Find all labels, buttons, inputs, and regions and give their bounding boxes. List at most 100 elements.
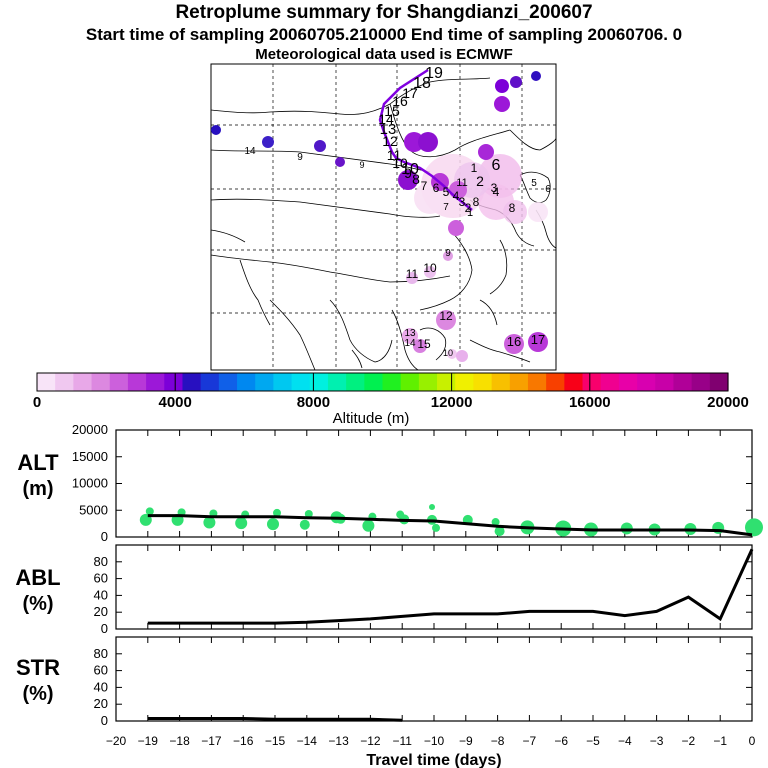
plume-day-label-5: 5	[443, 185, 450, 199]
plume-day-label-12: 12	[382, 133, 398, 149]
abl-ytick-label-4: 80	[94, 554, 108, 569]
colorbar-segment-22	[437, 373, 456, 391]
abl-series-line	[147, 548, 754, 625]
map-cluster-7	[494, 96, 510, 112]
map-cluster-label-24: 17	[531, 332, 545, 347]
alt-cluster-point-6	[235, 517, 248, 530]
alt-cluster-point-4	[203, 516, 216, 529]
colorbar-segment-7	[164, 373, 184, 391]
colorbar-segment-0	[37, 373, 56, 391]
plume-day-label-3: 3	[459, 195, 466, 209]
map-cluster-label-23: 16	[507, 334, 521, 349]
colorbar-segment-21	[418, 373, 438, 391]
colorbar-segment-20	[400, 373, 420, 391]
plume-day-label-9: 9	[404, 165, 412, 181]
map-cluster-0	[211, 125, 221, 135]
colorbar-segment-11	[237, 373, 256, 391]
plume-day-label-10: 10	[392, 155, 408, 171]
plume-day-label-7: 7	[421, 179, 428, 193]
colorbar-segment-17	[346, 373, 365, 391]
colorbar-segment-4	[109, 373, 129, 391]
alt-ytick-label-0: 0	[101, 529, 108, 544]
colorbar-segment-27	[527, 373, 547, 391]
map-cluster-label-17: 11	[456, 177, 467, 189]
colorbar-segment-24	[473, 373, 493, 391]
abl-ytick-label-0: 0	[101, 621, 108, 636]
colorbar-segment-8	[182, 373, 202, 391]
xtick-label-1: −19	[138, 734, 159, 748]
map-cluster-16	[406, 272, 418, 284]
xtick-label-16: −4	[618, 734, 632, 748]
plume-day-label-13: 13	[380, 121, 397, 138]
xtick-label-11: −9	[459, 734, 473, 748]
colorbar-segment-36	[691, 373, 711, 391]
alt-cluster-point-9	[273, 508, 281, 517]
alt-cluster-point-22	[491, 518, 500, 527]
map-cluster-11	[398, 170, 418, 190]
abl-ytick-label-2: 40	[94, 587, 108, 602]
xtick-label-19: −1	[713, 734, 727, 748]
colorbar-segment-6	[146, 373, 165, 391]
map-cluster-label-11: 9	[297, 152, 303, 163]
xtick-label-2: −18	[169, 734, 190, 748]
colorbar-segment-28	[546, 373, 565, 391]
map-cluster-1	[262, 136, 274, 148]
colorbar-tick-label-0: 0	[33, 394, 41, 411]
alt-label-unit: (m)	[22, 478, 53, 500]
colorbar-axis-label: Altitude (m)	[333, 410, 410, 427]
map-cluster-label-22: 15	[417, 337, 431, 351]
map-cluster-label-8: 8	[509, 201, 516, 215]
xtick-label-18: −2	[682, 734, 696, 748]
xtick-label-10: −10	[424, 734, 445, 748]
plume-day-label-6: 6	[433, 181, 440, 195]
colorbar-segment-18	[364, 373, 384, 391]
xtick-label-7: −13	[328, 734, 349, 748]
map-cluster-2	[314, 140, 326, 152]
abl-label-unit: (%)	[22, 593, 53, 615]
xtick-label-6: −14	[297, 734, 318, 748]
alt-panel: ALT (m) 0 5000 10000 15000 20000	[17, 422, 763, 544]
xtick-label-8: −12	[360, 734, 381, 748]
plume-day-label-14: 14	[378, 111, 394, 127]
plume-day-label-1: 1	[467, 207, 473, 219]
altitude-colorbar: 0 4000 8000 12000 16000 20000	[33, 372, 749, 411]
plume-day-label-19: 19	[425, 65, 443, 82]
colorbar-segment-3	[91, 373, 111, 391]
alt-series-line	[147, 514, 753, 537]
abl-ytick-label-1: 20	[94, 604, 108, 619]
abl-ytick-label-3: 60	[94, 571, 108, 586]
xtick-label-15: −5	[586, 734, 600, 748]
colorbar-segment-5	[127, 373, 147, 391]
map-cluster-8	[404, 132, 424, 152]
map-cluster-17	[424, 266, 436, 278]
colorbar-segment-23	[455, 373, 475, 391]
plume-day-label-2: 2	[465, 201, 472, 215]
alt-cluster-point-10	[299, 519, 310, 530]
figure-title: Retroplume summary for Shangdianzi_20060…	[175, 2, 593, 23]
colorbar-tick-label-3: 12000	[431, 394, 473, 411]
plume-day-label-11: 11	[387, 147, 402, 163]
str-ytick-label-3: 60	[94, 663, 108, 678]
colorbar-segment-16	[327, 373, 347, 391]
alt-cluster-point-27	[620, 522, 633, 535]
xtick-label-4: −16	[233, 734, 254, 748]
colorbar-segment-35	[673, 373, 693, 391]
map-cluster-label-20: 14	[244, 146, 256, 157]
met-data-line: Meteorological data used is ECMWF	[255, 46, 513, 63]
alt-cluster-point-20	[429, 504, 435, 511]
colorbar-segment-29	[564, 373, 584, 391]
colorbar-tick-label-2: 8000	[297, 394, 330, 411]
map-cluster-label-3: 4	[493, 185, 500, 199]
colorbar-tick-label-4: 16000	[569, 394, 611, 411]
alt-ytick-label-3: 15000	[72, 449, 108, 464]
xtick-label-3: −17	[201, 734, 222, 748]
x-axis-title: Travel time (days)	[366, 752, 501, 768]
colorbar-segment-13	[273, 373, 293, 391]
xtick-label-0: −20	[106, 734, 127, 748]
colorbar-segment-2	[73, 373, 93, 391]
colorbar-tick-label-1: 4000	[159, 394, 192, 411]
map-cluster-24	[456, 350, 468, 362]
